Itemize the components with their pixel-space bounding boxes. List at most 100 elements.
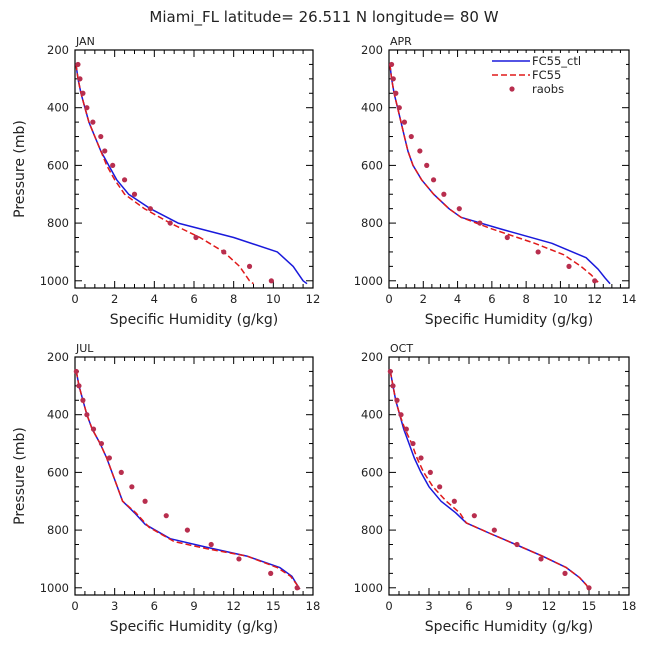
raobs-point: [268, 570, 274, 576]
y-tick-label: 800: [47, 523, 69, 537]
series-raobs: [388, 61, 598, 284]
series-fc55-ctl-line: [389, 371, 590, 590]
raobs-point: [538, 556, 544, 562]
legend-label: FC55_ctl: [532, 54, 581, 68]
raobs-point: [294, 585, 300, 591]
panel-jul: 0 3 6 9 12 15 18 200 400 600 800 1000 JUL Specific Hu…: [12, 342, 320, 635]
raobs-point: [566, 263, 572, 269]
series-raobs: [75, 61, 274, 284]
raobs-point: [118, 469, 124, 475]
x-axis-label: Specific Humidity (g/kg): [110, 312, 278, 328]
raobs-point: [410, 440, 416, 447]
raobs-point: [121, 177, 128, 183]
raobs-point: [147, 206, 153, 212]
raobs-point: [84, 105, 90, 111]
x-tick-label: 4: [151, 292, 158, 306]
y-tick-label: 1000: [40, 581, 69, 595]
x-tick-label: 9: [505, 599, 512, 613]
x-axis-label: Specific Humidity (g/kg): [425, 619, 593, 635]
x-tick-label: 12: [542, 599, 557, 613]
raobs-point: [80, 397, 86, 403]
series-fc55-line: [389, 64, 599, 283]
raobs-point: [592, 278, 598, 284]
plot-frame: [388, 356, 630, 596]
raobs-point: [75, 61, 81, 68]
raobs-point: [388, 61, 395, 68]
x-tick-label: 8: [522, 292, 529, 306]
panel-oct: 0 3 6 9 12 15 18 200 400 600 800 1000 OCT Specific Hu…: [354, 342, 637, 635]
raobs-point: [98, 133, 104, 140]
legend-label: FC55: [532, 68, 561, 82]
y-tick-label: 1000: [354, 581, 383, 595]
legend-label: raobs: [532, 82, 564, 96]
x-tick-label: 6: [465, 599, 472, 613]
x-tick-label: 4: [454, 292, 461, 306]
x-tick-label: 0: [71, 599, 78, 613]
raobs-point: [390, 383, 396, 389]
series-fc55-line: [389, 371, 590, 590]
raobs-point: [163, 513, 169, 519]
plot-frame: [74, 356, 314, 596]
panel-label: OCT: [390, 342, 413, 355]
raobs-point: [80, 90, 86, 96]
x-tick-label: 8: [230, 292, 237, 306]
y-tick-label: 400: [47, 101, 69, 115]
y-tick-label: 800: [361, 216, 383, 230]
x-tick-label: 0: [71, 292, 78, 306]
raobs-point: [441, 191, 447, 197]
figure-title: Miami_FL latitude= 26.511 N longitude= 8…: [149, 8, 498, 27]
legend-raobs-marker: [509, 86, 515, 92]
panel-label: APR: [390, 35, 412, 48]
raobs-point: [504, 234, 510, 241]
y-axis-label: Pressure (mb): [12, 427, 28, 525]
raobs-point: [77, 76, 83, 82]
raobs-point: [98, 440, 105, 447]
panel-apr: 0 2 4 6 8 10 12 14 200 400 600 800 1000 APR Specific H…: [354, 35, 637, 328]
raobs-point: [471, 513, 477, 519]
raobs-point: [394, 397, 400, 403]
raobs-point: [390, 76, 396, 82]
raobs-point: [586, 585, 592, 591]
raobs-point: [246, 263, 253, 269]
y-tick-label: 600: [47, 158, 69, 172]
y-tick-label: 400: [361, 101, 383, 115]
raobs-point: [193, 234, 199, 241]
y-tick-label: 800: [361, 523, 383, 537]
x-tick-label: 6: [151, 599, 158, 613]
raobs-point: [167, 220, 173, 226]
x-tick-label: 10: [266, 292, 281, 306]
raobs-point: [418, 455, 424, 461]
raobs-point: [403, 426, 409, 432]
raobs-point: [427, 469, 433, 475]
raobs-point: [90, 119, 96, 125]
y-tick-label: 1000: [354, 274, 383, 288]
raobs-point: [437, 484, 443, 490]
raobs-point: [110, 162, 116, 168]
raobs-point: [424, 162, 430, 168]
x-tick-label: 12: [306, 292, 321, 306]
series-fc55-line: [75, 64, 254, 285]
series-fc55-ctl-line: [389, 64, 611, 285]
raobs-point: [477, 220, 483, 226]
raobs-point: [514, 541, 520, 548]
x-tick-label: 6: [488, 292, 495, 306]
raobs-point: [396, 105, 402, 111]
series-raobs: [387, 368, 592, 591]
x-tick-label: 18: [622, 599, 637, 613]
x-tick-label: 6: [190, 292, 197, 306]
x-axis-label: Specific Humidity (g/kg): [110, 619, 278, 635]
x-tick-label: 3: [425, 599, 432, 613]
x-tick-label: 2: [420, 292, 427, 306]
y-tick-label: 600: [47, 465, 69, 479]
raobs-point: [131, 191, 138, 197]
raobs-point: [142, 498, 148, 504]
y-tick-label: 800: [47, 216, 69, 230]
raobs-point: [184, 527, 190, 533]
y-tick-label: 1000: [40, 274, 69, 288]
x-tick-label: 0: [385, 599, 392, 613]
raobs-point: [268, 278, 274, 284]
raobs-point: [387, 368, 393, 375]
x-tick-label: 10: [553, 292, 568, 306]
